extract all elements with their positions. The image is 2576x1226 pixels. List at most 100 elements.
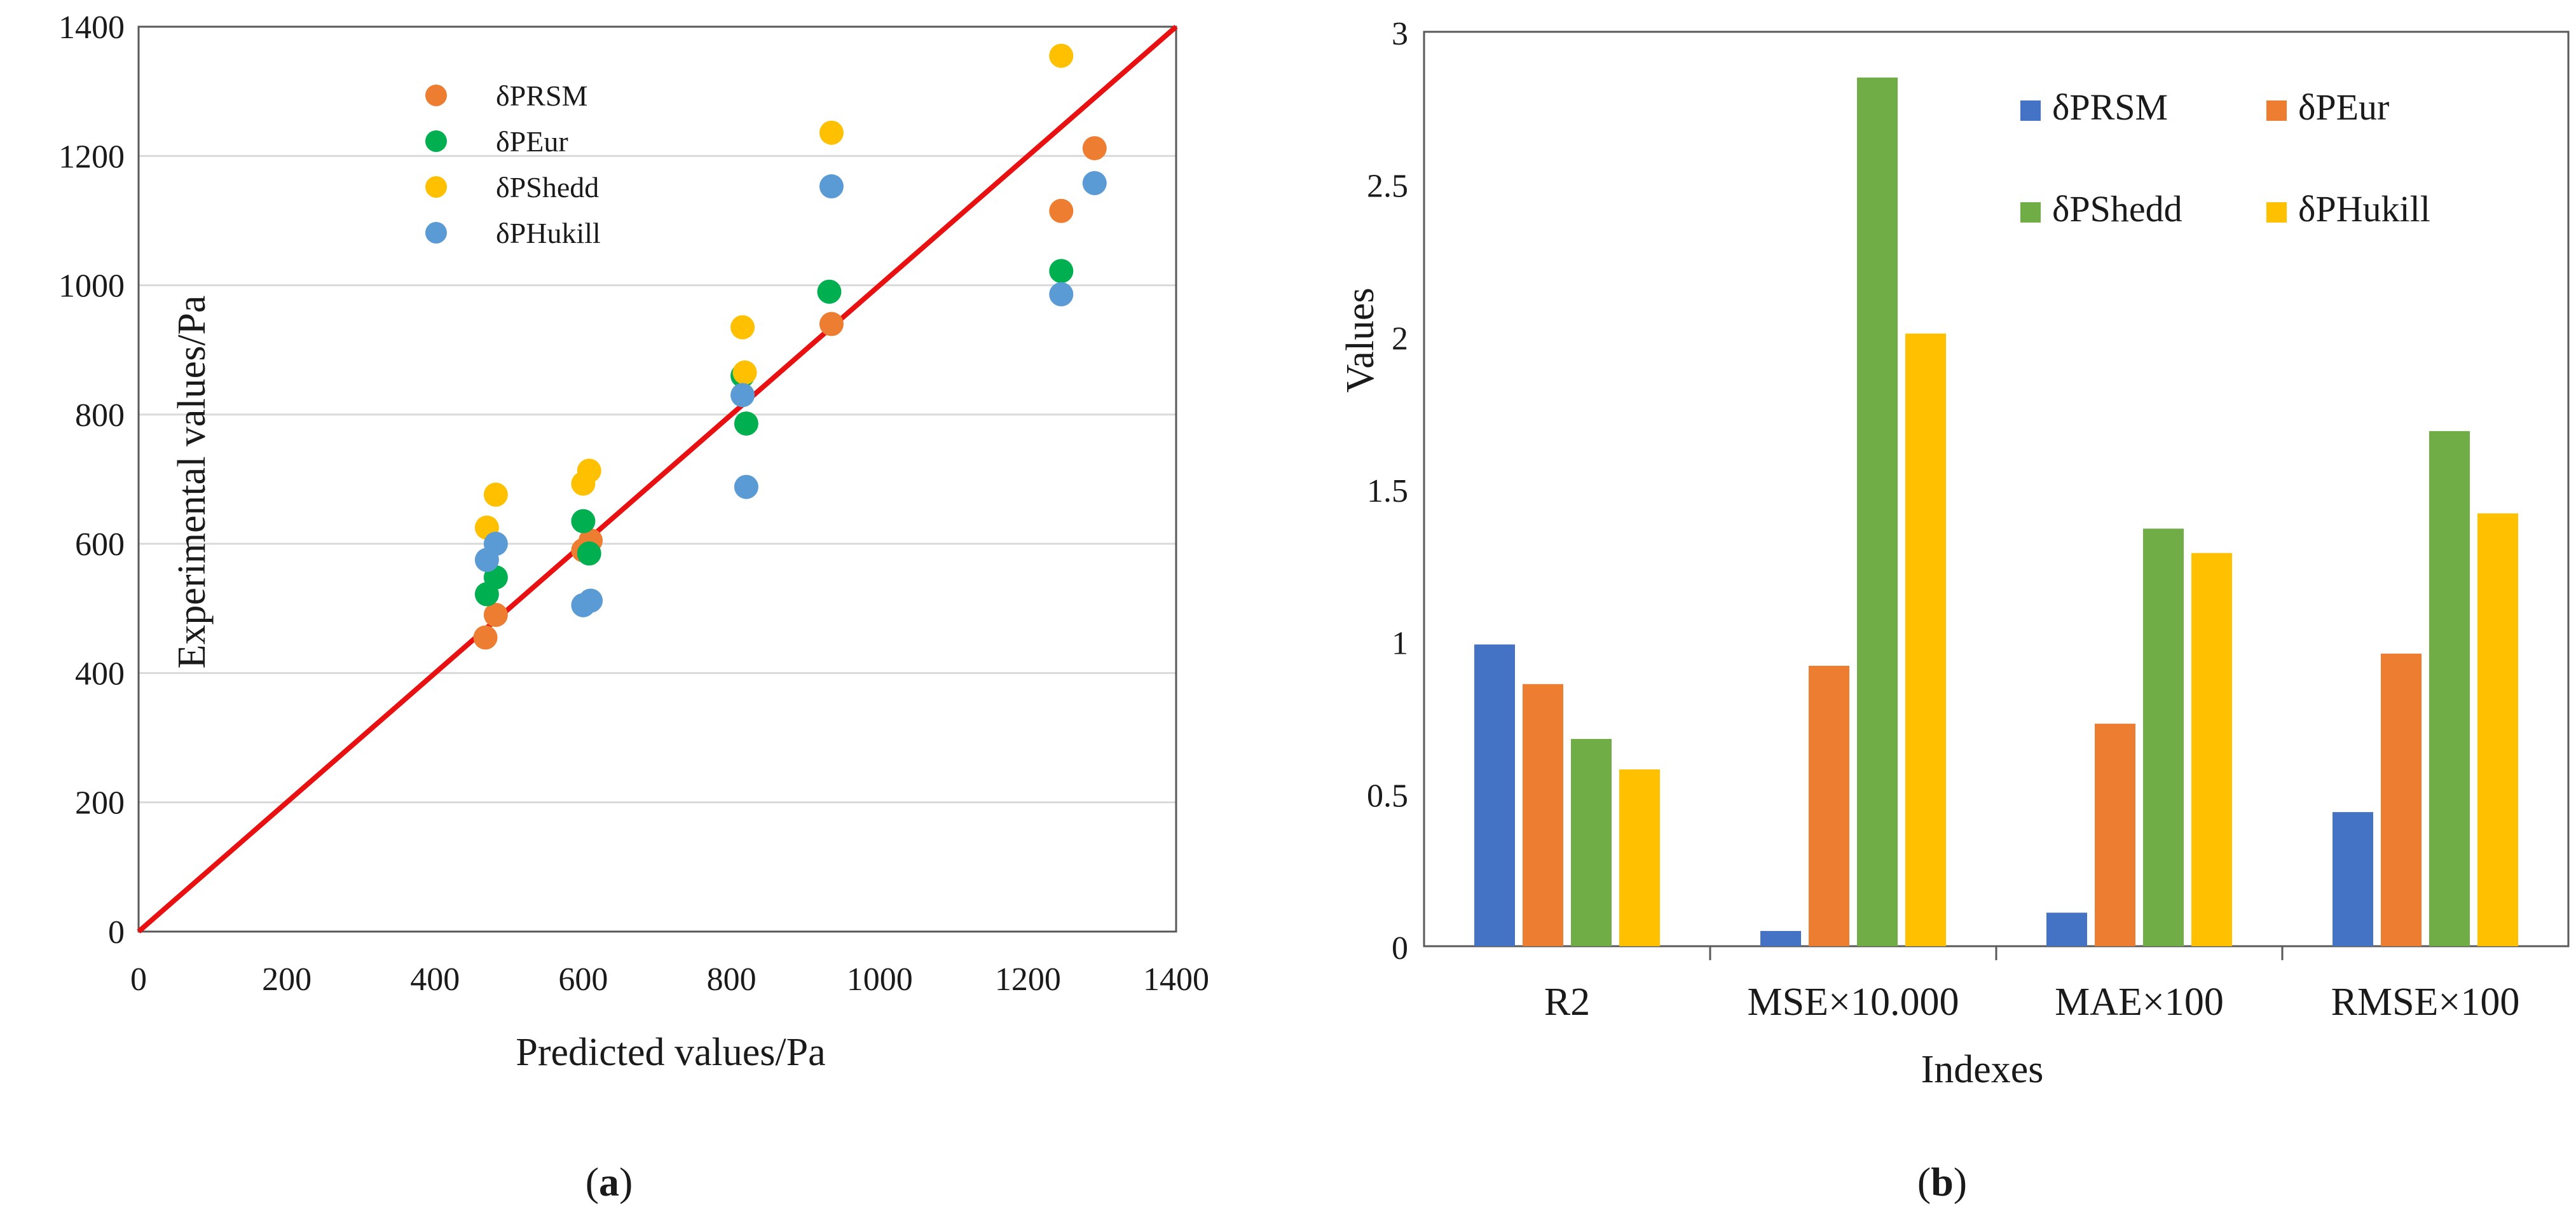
legend-label-bar_rsm: δPRSM: [2052, 86, 2168, 128]
point-rsm: [1082, 136, 1107, 161]
bar-category-label: R2: [1544, 981, 1590, 1024]
scatter-y-axis-title: Experimental values/Pa: [170, 295, 214, 668]
legend-marker-eur: [425, 130, 447, 152]
point-eur: [571, 509, 596, 534]
legend-label-hukill: δPHukill: [496, 217, 601, 249]
point-eur: [734, 411, 758, 436]
legend-marker-rsm: [425, 85, 447, 106]
scatter-y-tick-label: 800: [75, 397, 125, 434]
bar-y-tick-label: 1.5: [1367, 473, 1408, 509]
legend-label-rsm: δPRSM: [496, 79, 587, 112]
bar-bar_rsm: [2046, 913, 2087, 946]
point-shedd: [1049, 43, 1074, 68]
scatter-y-tick-label: 1400: [58, 10, 125, 46]
bar-legend: δPRSM δPEur δPShedd δPHukill: [2020, 86, 2430, 230]
bar-bar_rsm: [1474, 644, 1515, 946]
scatter-x-tick-label: 800: [707, 961, 757, 998]
point-shedd: [732, 360, 757, 385]
point-rsm: [819, 312, 844, 336]
scatter-legend: δPRSM δPEur δPShedd δPHukill: [425, 79, 601, 249]
bar-bar_shedd: [2429, 430, 2470, 946]
legend-label-eur: δPEur: [496, 125, 568, 158]
legend-label-bar_eur: δPEur: [2298, 86, 2389, 128]
scatter-x-tick-label: 1400: [1143, 961, 1209, 998]
reference-line-y-equals-x: [137, 24, 1178, 934]
scatter-x-tick-label: 200: [262, 961, 312, 998]
point-hukill: [734, 474, 758, 499]
scatter-plot-area: [137, 25, 1177, 933]
point-shedd: [577, 458, 601, 483]
bar-y-tick-label: 0: [1392, 930, 1408, 967]
point-hukill: [819, 174, 844, 199]
bar-category-label: MAE×100: [2055, 981, 2224, 1024]
bar-y-tick-label: 0.5: [1367, 778, 1408, 814]
legend-label-bar_hukill: δPHukill: [2298, 188, 2430, 230]
point-rsm: [1049, 198, 1074, 223]
scatter-x-tick-label: 1200: [995, 961, 1061, 998]
bar-bar_shedd: [1857, 77, 1898, 946]
bar-bar_eur: [2381, 653, 2422, 946]
legend-swatch-bar_hukill: [2266, 202, 2287, 223]
point-eur: [817, 279, 842, 304]
point-eur: [577, 541, 601, 566]
scatter-y-tick-label: 0: [108, 914, 125, 951]
bar-bar_hukill: [1619, 769, 1660, 946]
scatter-x-axis-title: Predicted values/Pa: [516, 1031, 825, 1074]
bar-category-label: RMSE×100: [2331, 981, 2520, 1024]
point-hukill: [579, 588, 603, 613]
bar-bar_rsm: [1760, 931, 1801, 946]
caption-a: (a): [586, 1159, 633, 1204]
bar-bar_shedd: [2143, 528, 2184, 946]
bar-bar_rsm: [2333, 812, 2373, 946]
bar-bar_hukill: [2191, 553, 2232, 946]
scatter-points: [473, 43, 1107, 650]
bar-y-tick-label: 1: [1392, 626, 1408, 662]
bar-bar_eur: [1523, 684, 1563, 946]
caption-b: (b): [1917, 1159, 1967, 1204]
legend-swatch-bar_rsm: [2020, 100, 2041, 121]
point-shedd: [483, 482, 508, 507]
point-hukill: [483, 532, 508, 556]
bar-category-label: MSE×10.000: [1748, 981, 1959, 1024]
point-hukill: [1049, 282, 1074, 306]
bar-bar_eur: [1809, 666, 1849, 946]
point-shedd: [819, 120, 844, 145]
scatter-y-tick-label: 400: [75, 656, 125, 692]
scatter-y-tick-labels: 0 200 400 600 800 1000 1200 1400: [58, 10, 125, 951]
scatter-x-tick-label: 400: [410, 961, 460, 998]
legend-swatch-bar_eur: [2266, 100, 2287, 121]
legend-label-shedd: δPShedd: [496, 171, 599, 203]
legend-marker-hukill: [425, 222, 447, 244]
bar-bar_hukill: [2477, 513, 2518, 946]
bar-bar_shedd: [1571, 739, 1612, 946]
scatter-y-tick-label: 1200: [58, 139, 125, 175]
scatter-gridlines: [139, 25, 1176, 804]
scatter-y-tick-label: 200: [75, 785, 125, 822]
scatter-x-tick-label: 600: [558, 961, 608, 998]
bar-panel: 0 0.5 1 1.5 2 2.5 3 R2 MSE×10.000 MAE×100 RMSE×10…: [1339, 16, 2570, 1204]
scatter-x-tick-labels: 0 200 400 600 800 1000 1200 1400: [130, 961, 1209, 998]
point-hukill: [730, 383, 755, 408]
bar-y-tick-label: 3: [1392, 16, 1408, 52]
bar-bar_hukill: [1905, 333, 1946, 946]
scatter-axes: [137, 25, 1177, 933]
bar-bar_eur: [2095, 724, 2135, 946]
bar-y-tick-label: 2: [1392, 320, 1408, 357]
point-rsm: [483, 602, 508, 627]
scatter-y-tick-label: 1000: [58, 268, 125, 305]
point-rsm: [473, 625, 498, 650]
bar-y-axis-title: Values: [1339, 287, 1382, 392]
legend-marker-shedd: [425, 176, 447, 198]
bar-series: [1474, 77, 2518, 946]
bar-category-labels: R2 MSE×10.000 MAE×100 RMSE×100: [1544, 981, 2520, 1024]
scatter-reference-line: [137, 24, 1178, 934]
legend-swatch-bar_shedd: [2020, 202, 2041, 223]
bar-x-axis-title: Indexes: [1921, 1048, 2044, 1091]
scatter-x-tick-label: 0: [130, 961, 147, 998]
scatter-x-tick-label: 1000: [847, 961, 913, 998]
point-shedd: [730, 315, 755, 340]
scatter-y-tick-label: 600: [75, 527, 125, 563]
point-eur: [1049, 259, 1074, 284]
bar-axes: [1423, 31, 2570, 960]
